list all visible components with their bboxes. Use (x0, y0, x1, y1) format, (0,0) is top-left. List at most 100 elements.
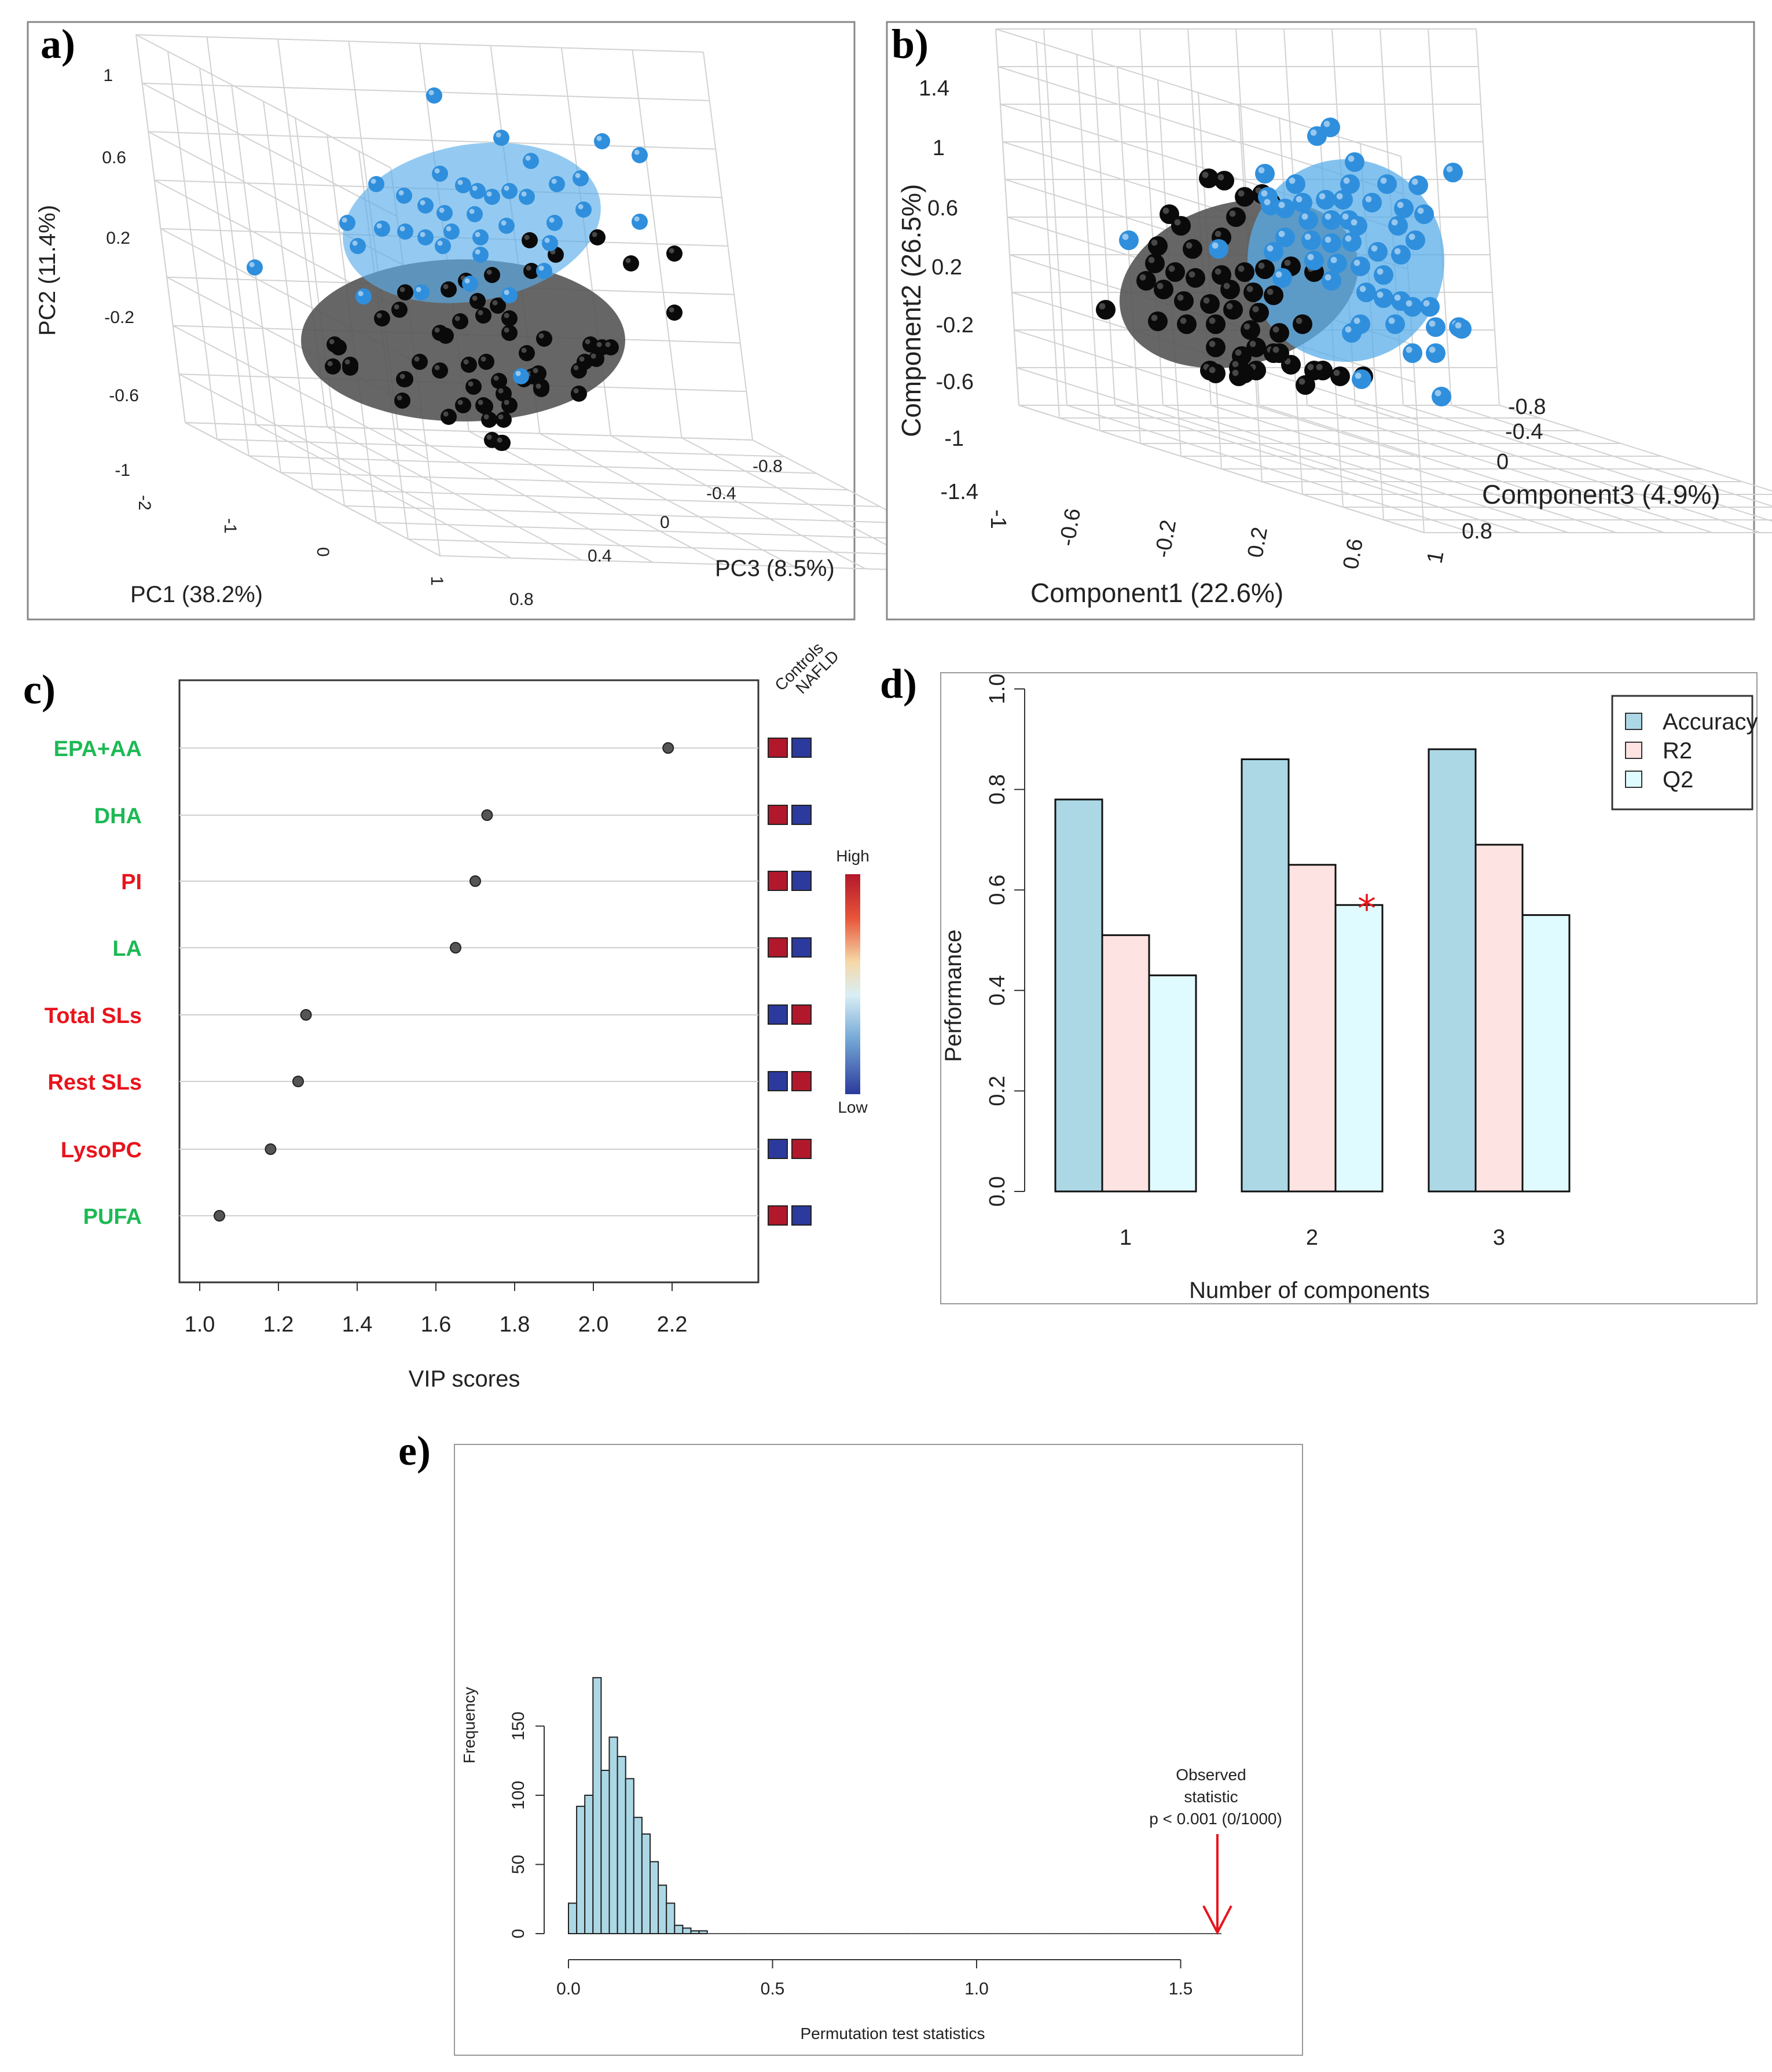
nafld-point-highlight (472, 295, 478, 301)
controls-point-highlight (1264, 199, 1271, 206)
nafld-point (603, 339, 619, 355)
controls-point-highlight (1377, 268, 1384, 275)
controls-point (467, 206, 483, 222)
performance-bars (1054, 748, 1571, 1193)
controls-point (536, 263, 552, 279)
a-ytick: -1 (115, 461, 130, 480)
nafld-point (666, 305, 683, 321)
a-ytick: 1 (103, 66, 113, 85)
nafld-point-highlight (399, 287, 405, 292)
nafld-point-highlight (579, 356, 585, 362)
nafld-point-highlight (498, 388, 504, 394)
controls-point-highlight (1307, 254, 1314, 261)
vip-feature-label: DHA (94, 804, 142, 828)
controls-point-highlight (1435, 390, 1441, 397)
nafld-point-highlight (538, 333, 544, 339)
nafld-point-highlight (1333, 369, 1340, 376)
controls-point-highlight (1261, 190, 1268, 197)
controls-point-highlight (457, 179, 463, 185)
controls-point (594, 133, 610, 149)
nafld-point-highlight (376, 313, 382, 318)
histogram-bar (682, 1927, 692, 1934)
nafld-point-highlight (1162, 207, 1169, 214)
histogram-bar (568, 1902, 578, 1934)
nafld-point-highlight (1188, 271, 1195, 278)
controls-point (546, 215, 563, 231)
panel-b-y-ticks: 1.4 1 0.6 0.2 -0.2 -0.6 -1 -1.4 (919, 76, 978, 504)
controls-point-highlight (596, 135, 602, 141)
controls-point-highlight (1353, 317, 1360, 324)
vip-x-tick-label: 2.2 (657, 1312, 688, 1337)
histogram-bar (633, 1817, 643, 1934)
a-ytick: -0.2 (104, 308, 134, 327)
x-tick-label: 1.0 (964, 1979, 989, 1998)
y-tick-label: 1.0 (985, 674, 1010, 705)
nafld-point-highlight (463, 359, 469, 365)
controls-point-highlight (538, 265, 544, 271)
grid-line (1355, 405, 1761, 533)
controls-point-highlight (1365, 196, 1372, 203)
heat-cell-nafld (791, 738, 812, 758)
y-tick-label: 100 (509, 1781, 528, 1810)
controls-point (397, 223, 413, 240)
controls-point-highlight (1377, 291, 1384, 298)
controls-point (1377, 174, 1397, 194)
grid-line (344, 505, 912, 524)
nafld-point (326, 336, 343, 353)
grid-line (135, 34, 391, 168)
vip-plot-frame (178, 679, 760, 1283)
nafld-point (1183, 239, 1202, 259)
bar-q2 (1148, 974, 1197, 1193)
controls-point-highlight (544, 237, 550, 243)
vip-point (292, 1076, 304, 1087)
controls-point-highlight (446, 226, 452, 232)
controls-point-highlight (1371, 245, 1378, 252)
nafld-point-highlight (1177, 294, 1184, 301)
b-xtick: 0.6 (1339, 537, 1369, 571)
controls-point-highlight (1359, 285, 1366, 292)
nafld-point-highlight (486, 434, 492, 440)
heat-cell-nafld (791, 937, 812, 958)
histogram-bar (698, 1930, 708, 1934)
y-tick-label: 0.6 (985, 875, 1010, 905)
controls-point-highlight (515, 371, 521, 376)
vip-x-tick-label: 1.0 (185, 1312, 215, 1337)
y-tick-label: 150 (509, 1711, 528, 1740)
y-tick-label: 50 (509, 1855, 528, 1874)
controls-point (247, 259, 263, 276)
controls-point-highlight (1348, 155, 1355, 162)
controls-point-highlight (1423, 300, 1430, 307)
grid-line (142, 82, 710, 101)
controls-point-highlight (1319, 193, 1326, 200)
nafld-point-highlight (590, 353, 596, 359)
nafld-point (478, 354, 494, 370)
grid-line (148, 131, 716, 150)
panel-e: e) 0.0 0.5 1.0 1.5 0 50 100 150 Frequency Permu… (398, 1428, 1303, 2056)
legend-swatch-q2 (1625, 771, 1642, 788)
controls-point (1320, 118, 1340, 137)
nafld-point-highlight (399, 373, 405, 379)
controls-point-highlight (1258, 167, 1265, 174)
controls-point (575, 201, 592, 218)
controls-point (417, 197, 434, 214)
vip-point (214, 1210, 225, 1222)
nafld-point-highlight (585, 339, 590, 344)
controls-point (1403, 343, 1422, 363)
controls-point-highlight (420, 232, 425, 237)
vip-x-tick-label: 2.0 (578, 1312, 609, 1337)
b-ztick: -0.4 (1505, 420, 1543, 444)
nafld-point-highlight (1151, 239, 1158, 246)
controls-point-highlight (1289, 177, 1296, 184)
nafld-point (455, 397, 471, 413)
controls-point-highlight (376, 223, 382, 229)
b-xtick: 0.2 (1243, 525, 1273, 559)
controls-point (1408, 175, 1428, 195)
nafld-point-highlight (1203, 297, 1210, 304)
nafld-point (571, 386, 587, 402)
controls-point (513, 368, 529, 384)
nafld-point (475, 307, 491, 324)
a-ytick: 0.2 (106, 229, 130, 248)
bar-r2 (1287, 864, 1337, 1193)
nafld-point (1223, 300, 1243, 320)
